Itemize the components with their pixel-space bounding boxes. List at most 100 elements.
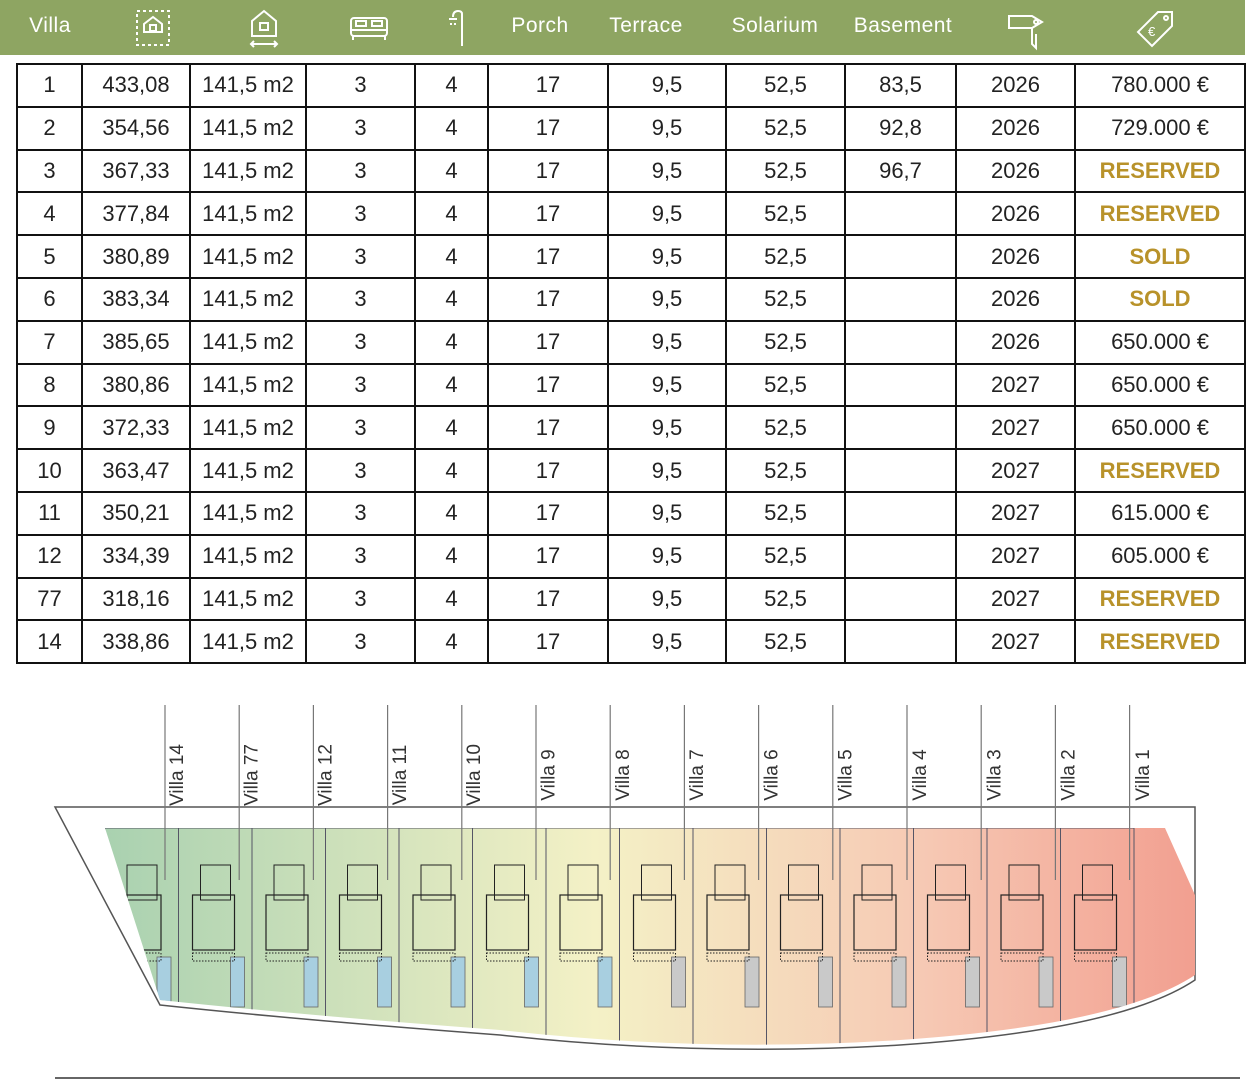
table-cell: 3 — [305, 362, 416, 408]
pool — [818, 956, 833, 1008]
table-cell: 141,5 m2 — [189, 148, 307, 194]
house — [1000, 894, 1044, 951]
plots-area — [105, 828, 1195, 1045]
header-label: Villa — [29, 14, 71, 37]
table-cell: 52,5 — [725, 234, 846, 279]
table-cell: 52,5 — [725, 405, 846, 451]
table-cell: 52,5 — [725, 319, 846, 365]
table-cell: 17 — [487, 619, 609, 665]
table-cell: 52,5 — [725, 276, 846, 322]
table-cell: 9,5 — [607, 234, 727, 279]
table-cell — [844, 362, 957, 408]
table-row: 77 318,16 141,5 m2 3 4 17 9,5 52,5 2027 RESERVED — [16, 576, 1246, 622]
pool — [524, 956, 539, 1008]
table-cell: 17 — [487, 576, 609, 622]
table-cell: 17 — [487, 533, 609, 579]
table-row: 14 338,86 141,5 m2 3 4 17 9,5 52,5 2027 RESERVED — [16, 619, 1246, 665]
table-cell: 17 — [487, 362, 609, 408]
table-cell: 77 — [16, 576, 83, 622]
price-tag-icon: € — [1136, 11, 1173, 48]
table-cell: 9,5 — [607, 619, 727, 665]
table-cell: 52,5 — [725, 105, 846, 151]
house — [632, 894, 677, 951]
table-cell: 650.000 € — [1074, 319, 1246, 365]
house-core — [861, 864, 893, 901]
house — [412, 894, 456, 951]
table-cell — [844, 619, 957, 665]
table-row: 12 334,39 141,5 m2 3 4 17 9,5 52,5 2027 605.000 € — [16, 533, 1246, 579]
table-cell — [844, 448, 957, 493]
table-cell: 9,5 — [607, 533, 727, 579]
table-cell: 354,56 — [81, 105, 191, 151]
terrace — [1000, 952, 1044, 962]
pool — [671, 956, 686, 1008]
table-cell: 7 — [16, 319, 83, 365]
table-row: 6 383,34 141,5 m2 3 4 17 9,5 52,5 2026 SOLD — [16, 276, 1246, 322]
house — [926, 894, 971, 951]
table-cell: 4 — [414, 148, 489, 194]
table-cell: 52,5 — [725, 63, 846, 108]
table-cell: 3 — [305, 148, 416, 194]
villa-label: Villa 3 — [984, 749, 1005, 800]
plot — [1060, 828, 1135, 1045]
table-cell: 141,5 m2 — [189, 448, 307, 493]
table-cell — [844, 576, 957, 622]
table-row: 5 380,89 141,5 m2 3 4 17 9,5 52,5 2026 SOLD — [16, 234, 1246, 279]
villa-label: Villa 9 — [539, 749, 560, 800]
table-cell: 17 — [487, 319, 609, 365]
villa-label: Villa 6 — [761, 749, 782, 800]
table-cell: 2026 — [955, 63, 1076, 108]
table-cell: 141,5 m2 — [189, 362, 307, 408]
villa-table: 1 433,08 141,5 m2 3 4 17 9,5 52,5 83,5 2026 780.00… — [16, 63, 1246, 665]
table-cell: 83,5 — [844, 63, 957, 108]
table-cell — [844, 490, 957, 536]
table-cell: 2026 — [955, 276, 1076, 322]
table-cell: 4 — [414, 63, 489, 108]
table-cell: 52,5 — [725, 191, 846, 237]
table-cell: RESERVED — [1074, 148, 1246, 194]
terrace — [412, 952, 456, 962]
table-cell: 2026 — [955, 234, 1076, 279]
plot-icon — [136, 10, 170, 46]
table-row: 4 377,84 141,5 m2 3 4 17 9,5 52,5 2026 RESERVED — [16, 191, 1246, 237]
table-cell: 372,33 — [81, 405, 191, 451]
table-cell: 17 — [487, 405, 609, 451]
table-cell: 9,5 — [607, 576, 727, 622]
terrace — [339, 952, 382, 962]
table-cell: 2 — [16, 105, 83, 151]
table-cell: 4 — [414, 405, 489, 451]
table-cell: 350,21 — [81, 490, 191, 536]
table-cell: 2027 — [955, 448, 1076, 493]
pool — [1112, 956, 1127, 1008]
table-row: 7 385,65 141,5 m2 3 4 17 9,5 52,5 2026 650.000 € — [16, 319, 1246, 365]
table-cell: 650.000 € — [1074, 405, 1246, 451]
table-cell — [844, 276, 957, 322]
header-label: Basement — [853, 14, 953, 37]
house-core — [567, 864, 599, 901]
table-cell: 52,5 — [725, 362, 846, 408]
table-cell — [844, 319, 957, 365]
pool — [450, 956, 466, 1008]
house-core — [1082, 864, 1113, 901]
table-cell — [844, 405, 957, 451]
header-bar: Villa € Porch Terrace Solarium Basement — [0, 0, 1245, 55]
table-cell: 380,89 — [81, 234, 191, 279]
table-row: 9 372,33 141,5 m2 3 4 17 9,5 52,5 2027 650.000 € — [16, 405, 1246, 451]
table-cell: 9,5 — [607, 448, 727, 493]
terrace — [486, 952, 529, 962]
house — [779, 894, 824, 951]
table-cell: RESERVED — [1074, 619, 1246, 665]
house — [338, 894, 383, 951]
table-cell: 6 — [16, 276, 83, 322]
table-cell: 3 — [305, 234, 416, 279]
table-cell — [844, 533, 957, 579]
table-cell: 17 — [487, 105, 609, 151]
table-cell: 17 — [487, 148, 609, 194]
svg-text:€: € — [1148, 24, 1156, 39]
table-cell: 4 — [414, 448, 489, 493]
table-cell: 3 — [305, 405, 416, 451]
table-cell: 52,5 — [725, 619, 846, 665]
house-core — [1008, 864, 1040, 901]
table-cell: 2027 — [955, 619, 1076, 665]
